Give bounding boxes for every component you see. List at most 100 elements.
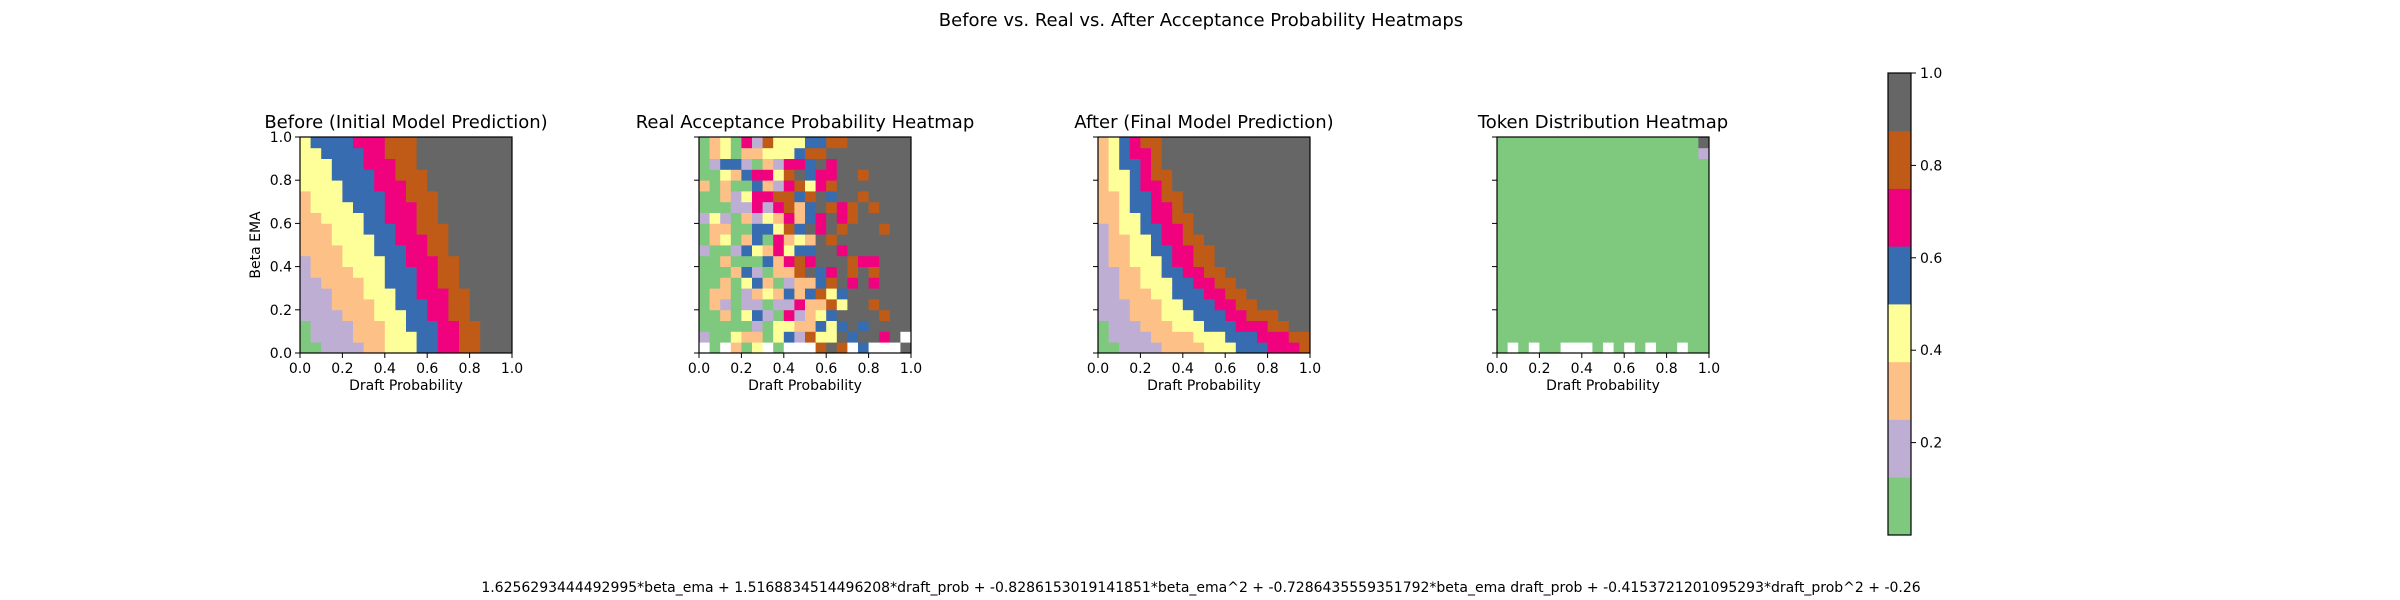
heatmap-cell (437, 158, 449, 170)
heatmap-cell (794, 191, 806, 203)
heatmap-cell (900, 158, 912, 170)
heatmap-cell (709, 288, 721, 300)
heatmap-cell (1698, 147, 1710, 159)
heatmap-cell (501, 191, 513, 203)
heatmap-cell (741, 245, 753, 257)
heatmap-cell (1299, 169, 1311, 181)
heatmap-cell (448, 277, 460, 289)
heatmap-cell (1119, 191, 1131, 203)
heatmap-cell (501, 245, 513, 257)
heatmap-cell (321, 201, 333, 213)
heatmap-cell (1539, 169, 1551, 181)
heatmap-cell (1677, 331, 1689, 343)
heatmap-cell (762, 212, 774, 224)
heatmap-cell (1624, 147, 1636, 159)
heatmap-cell (1634, 309, 1646, 321)
heatmap-cell (374, 180, 386, 192)
heatmap-cell (1182, 299, 1194, 311)
heatmap-cell (1288, 342, 1300, 354)
heatmap-cell (1687, 169, 1699, 181)
heatmap-cell (783, 201, 795, 213)
heatmap-cell (427, 288, 439, 300)
heatmap-cell (1645, 331, 1657, 343)
heatmap-cell (331, 180, 343, 192)
heatmap-cell (720, 277, 732, 289)
heatmap-cell (1497, 201, 1508, 213)
heatmap-cell (1108, 255, 1120, 267)
heatmap-cell (1235, 255, 1247, 267)
heatmap-cell (363, 212, 375, 224)
heatmap-cell (1656, 299, 1667, 311)
heatmap-cell (741, 255, 753, 267)
heatmap-cell (480, 255, 492, 267)
heatmap-cell (363, 201, 375, 213)
panel-title: Real Acceptance Probability Heatmap (636, 112, 975, 133)
heatmap-cell (900, 288, 912, 300)
heatmap-cell (406, 277, 417, 289)
heatmap-cell (480, 223, 492, 235)
heatmap-cell (1299, 288, 1311, 300)
heatmap-cell (459, 277, 470, 289)
heatmap-cell (384, 245, 396, 257)
heatmap-cell (1497, 245, 1508, 257)
heatmap-cell (773, 309, 785, 321)
heatmap-cell (1550, 137, 1561, 149)
heatmap-cell (741, 137, 753, 149)
heatmap-cell (879, 309, 891, 321)
heatmap-cell (1278, 342, 1290, 354)
heatmap-cell (1634, 169, 1646, 181)
heatmap-cell (1193, 158, 1205, 170)
heatmap-cell (1151, 180, 1162, 192)
heatmap-cell (889, 212, 901, 224)
heatmap-cell (858, 234, 869, 246)
heatmap-cell (1528, 223, 1540, 235)
heatmap-cell (300, 191, 311, 203)
heatmap-cell (1257, 191, 1268, 203)
heatmap-cell (448, 223, 460, 235)
heatmap-cell (773, 212, 785, 224)
heatmap-cell (331, 309, 343, 321)
heatmap-cell (374, 299, 386, 311)
heatmap-cell (815, 331, 827, 343)
heatmap-cell (858, 309, 869, 321)
colorbar-tick-label: 0.4 (1920, 343, 1942, 359)
heatmap-cell (1214, 255, 1226, 267)
heatmap-cell (1656, 180, 1667, 192)
heatmap-cell (730, 277, 742, 289)
heatmap-cell (889, 255, 901, 267)
heatmap-cell (1497, 266, 1508, 278)
heatmap-cell (353, 342, 364, 354)
heatmap-cell (815, 277, 827, 289)
heatmap-cell (868, 223, 880, 235)
heatmap-cell (1278, 255, 1290, 267)
heatmap-cell (1098, 288, 1109, 300)
heatmap-cell (1257, 320, 1268, 332)
heatmap-cell (900, 137, 912, 149)
heatmap-cell (342, 212, 354, 224)
heatmap-cell (437, 331, 449, 343)
heatmap-cell (1140, 266, 1152, 278)
heatmap-cell (858, 201, 869, 213)
heatmap-cell (794, 245, 806, 257)
heatmap-cell (858, 245, 869, 257)
heatmap-cell (331, 277, 343, 289)
heatmap-cell (1140, 191, 1152, 203)
heatmap-cell (469, 342, 481, 354)
heatmap-cell (1214, 201, 1226, 213)
heatmap-cell (1182, 212, 1194, 224)
heatmap-cell (773, 277, 785, 289)
heatmap-cell (741, 201, 753, 213)
heatmap-cell (783, 212, 795, 224)
heatmap-cell (1278, 320, 1290, 332)
heatmap-cell (1624, 342, 1636, 354)
heatmap-cell (730, 309, 742, 321)
heatmap-cell (1539, 277, 1551, 289)
heatmap-cell (794, 277, 806, 289)
heatmap-cell (1656, 288, 1667, 300)
heatmap-cell (1151, 147, 1162, 159)
heatmap-cell (374, 331, 386, 343)
x-tick-label: 0.8 (1256, 361, 1278, 377)
heatmap-cell (1698, 342, 1710, 354)
heatmap-cell (1645, 342, 1657, 354)
